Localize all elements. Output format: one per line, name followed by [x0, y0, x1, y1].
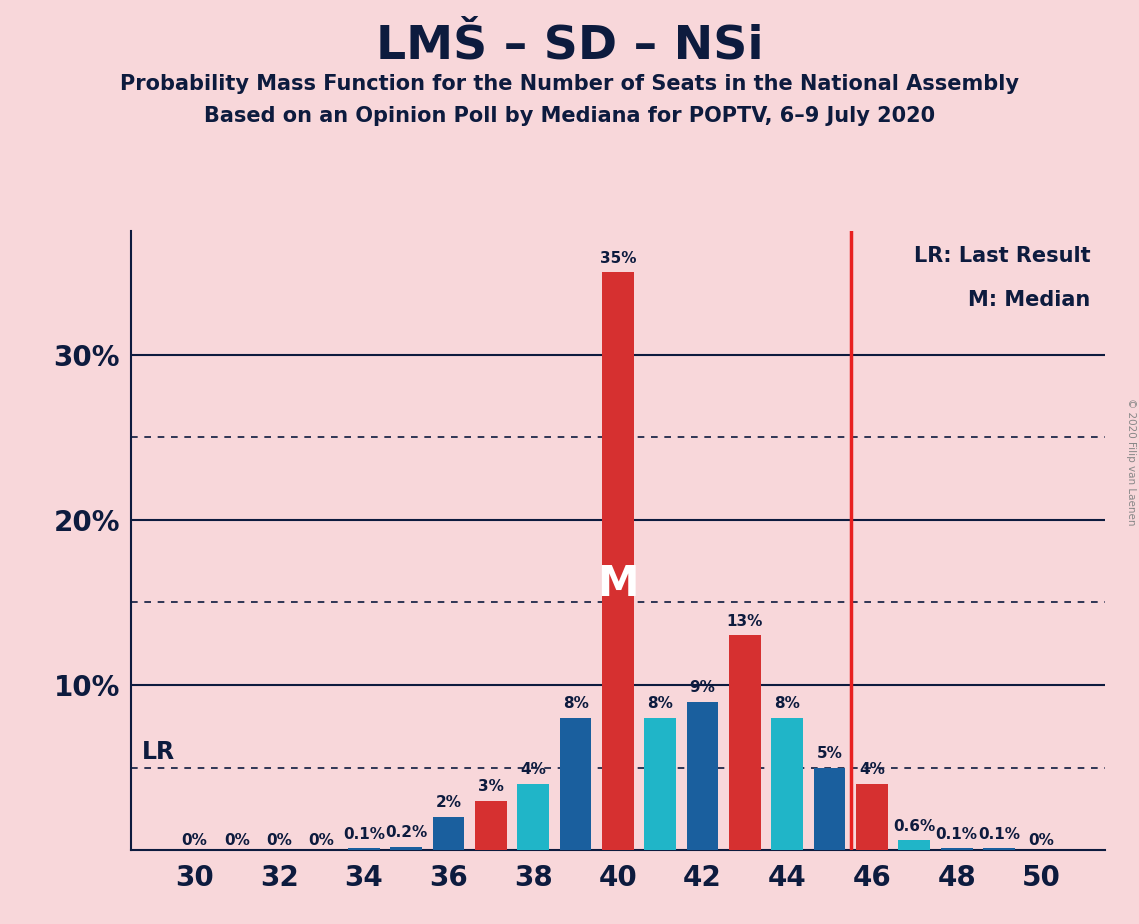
Text: 0%: 0% — [309, 833, 335, 848]
Text: 0%: 0% — [181, 833, 207, 848]
Text: LMŠ – SD – NSi: LMŠ – SD – NSi — [376, 23, 763, 68]
Bar — [687, 701, 719, 850]
Text: 0%: 0% — [224, 833, 249, 848]
Bar — [517, 784, 549, 850]
Text: Probability Mass Function for the Number of Seats in the National Assembly: Probability Mass Function for the Number… — [120, 74, 1019, 94]
Text: 8%: 8% — [775, 697, 801, 711]
Bar — [941, 848, 973, 850]
Bar — [813, 768, 845, 850]
Bar — [475, 800, 507, 850]
Text: 0%: 0% — [267, 833, 292, 848]
Text: 8%: 8% — [563, 697, 589, 711]
Text: 0.1%: 0.1% — [343, 827, 385, 842]
Bar — [899, 840, 931, 850]
Text: LR: Last Result: LR: Last Result — [913, 247, 1090, 266]
Text: 0.1%: 0.1% — [978, 827, 1021, 842]
Bar — [729, 636, 761, 850]
Text: 2%: 2% — [435, 796, 461, 810]
Bar — [433, 817, 465, 850]
Text: M: M — [597, 564, 639, 605]
Text: © 2020 Filip van Laenen: © 2020 Filip van Laenen — [1125, 398, 1136, 526]
Text: 8%: 8% — [647, 697, 673, 711]
Bar — [983, 848, 1015, 850]
Text: 5%: 5% — [817, 746, 843, 761]
Bar — [559, 718, 591, 850]
Bar — [603, 273, 633, 850]
Text: 4%: 4% — [521, 762, 547, 777]
Text: LR: LR — [141, 740, 174, 764]
Bar — [349, 848, 379, 850]
Text: 9%: 9% — [689, 680, 715, 695]
Text: 0.2%: 0.2% — [385, 825, 427, 840]
Bar — [391, 846, 423, 850]
Text: 0.1%: 0.1% — [935, 827, 977, 842]
Text: 3%: 3% — [478, 779, 503, 794]
Text: 35%: 35% — [599, 250, 637, 266]
Text: 0.6%: 0.6% — [893, 819, 935, 833]
Text: M: Median: M: Median — [968, 290, 1090, 310]
Text: 4%: 4% — [859, 762, 885, 777]
Text: Based on an Opinion Poll by Mediana for POPTV, 6–9 July 2020: Based on an Opinion Poll by Mediana for … — [204, 106, 935, 127]
Text: 0%: 0% — [1029, 833, 1055, 848]
Bar — [645, 718, 677, 850]
Text: 13%: 13% — [727, 614, 763, 629]
Bar — [857, 784, 887, 850]
Bar — [771, 718, 803, 850]
